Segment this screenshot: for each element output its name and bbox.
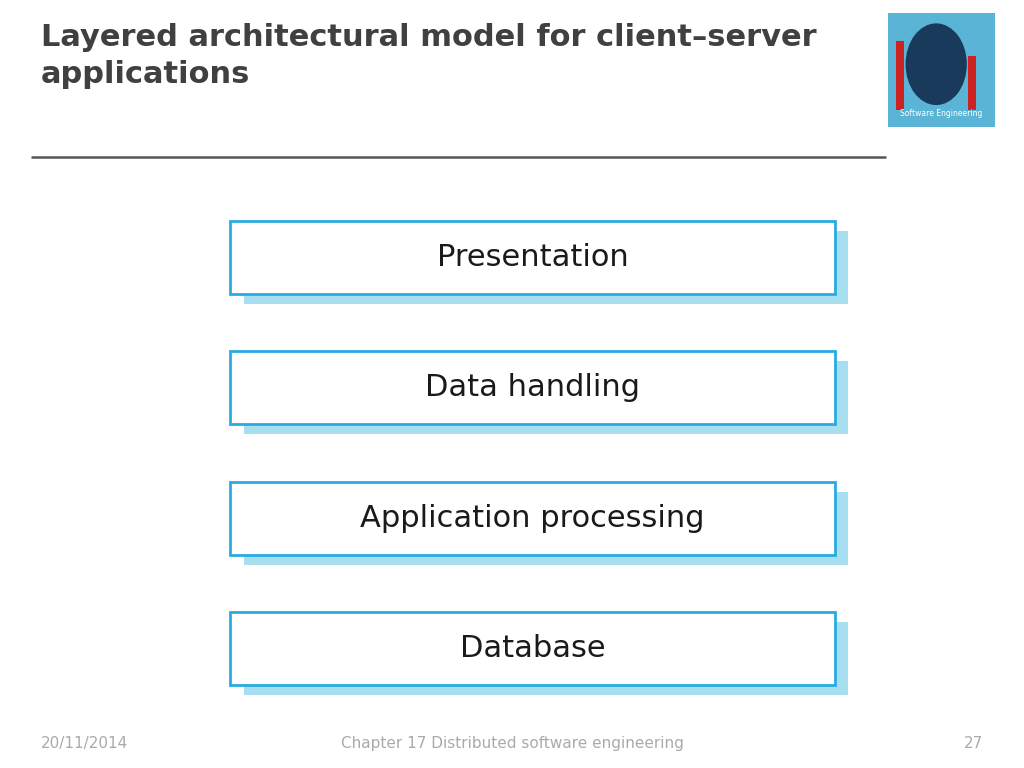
Text: Application processing: Application processing <box>360 504 705 533</box>
Text: Data handling: Data handling <box>425 373 640 402</box>
Text: Presentation: Presentation <box>436 243 629 272</box>
Text: Chapter 17 Distributed software engineering: Chapter 17 Distributed software engineer… <box>341 736 683 751</box>
Text: 20/11/2014: 20/11/2014 <box>41 736 128 751</box>
Bar <box>230 482 835 554</box>
Text: Layered architectural model for client–server
applications: Layered architectural model for client–s… <box>41 23 816 89</box>
Bar <box>230 352 835 424</box>
Ellipse shape <box>906 25 966 104</box>
Bar <box>244 362 848 435</box>
Text: Software Engineering: Software Engineering <box>900 108 983 118</box>
FancyBboxPatch shape <box>888 13 995 127</box>
Text: 27: 27 <box>964 736 983 751</box>
FancyBboxPatch shape <box>896 41 904 110</box>
Bar <box>244 230 848 303</box>
Bar <box>230 221 835 294</box>
Text: Database: Database <box>460 634 605 664</box>
Bar <box>244 622 848 696</box>
Bar <box>230 613 835 685</box>
Bar <box>244 492 848 565</box>
FancyBboxPatch shape <box>968 56 976 110</box>
